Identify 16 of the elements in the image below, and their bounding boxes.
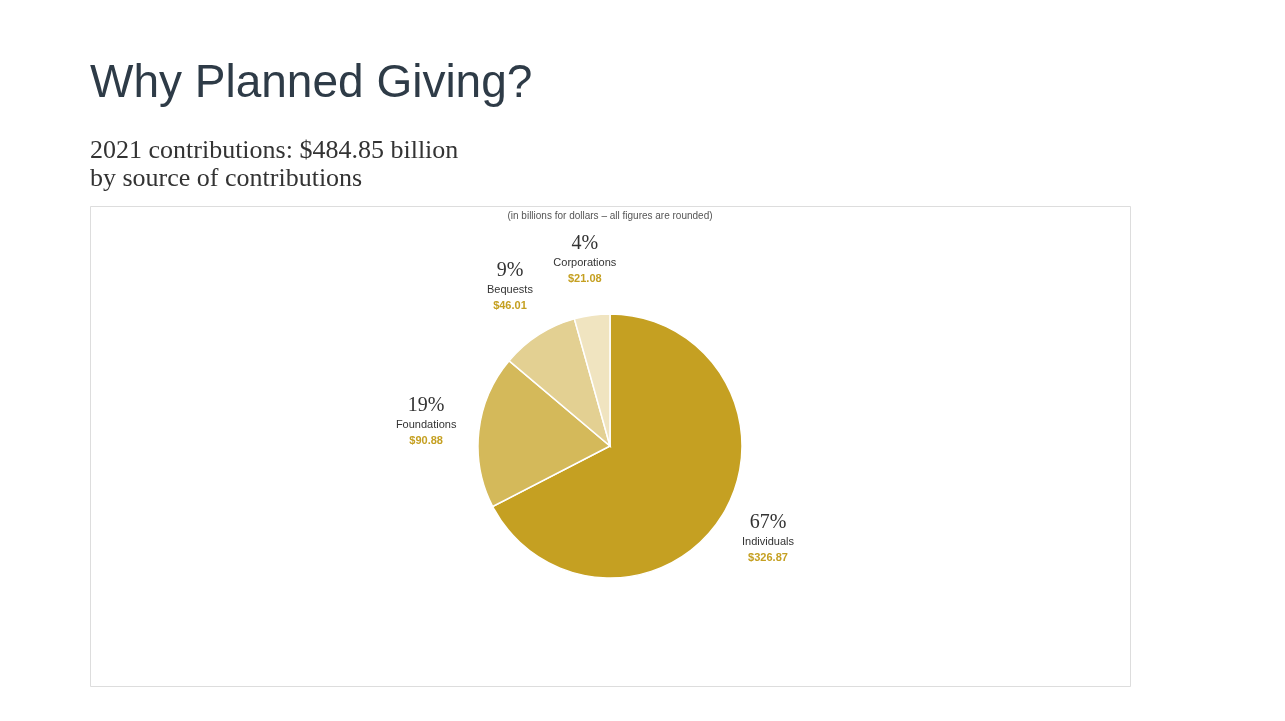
- chart-title: Why Planned Giving?: [90, 55, 533, 107]
- text: 19%: [407, 393, 445, 416]
- slice-label: Foundations: [395, 418, 457, 431]
- data-label: $21.08: [567, 271, 602, 284]
- text: by source of contributions: [90, 163, 363, 192]
- slice-label: Individuals: [741, 535, 795, 548]
- slice-label: Bequests: [487, 283, 534, 296]
- slice-label: Corporations: [553, 255, 617, 268]
- text: 9%: [496, 258, 524, 281]
- data-label: $326.87: [748, 551, 788, 564]
- text: (in billions for dollars – all figures are rounded): [507, 210, 713, 221]
- data-label: $90.88: [409, 434, 443, 447]
- text: 2021 contributions: $484.85 billion: [90, 135, 459, 164]
- text: 4%: [571, 230, 599, 253]
- text: 67%: [749, 510, 787, 533]
- data-label: $46.01: [493, 299, 527, 312]
